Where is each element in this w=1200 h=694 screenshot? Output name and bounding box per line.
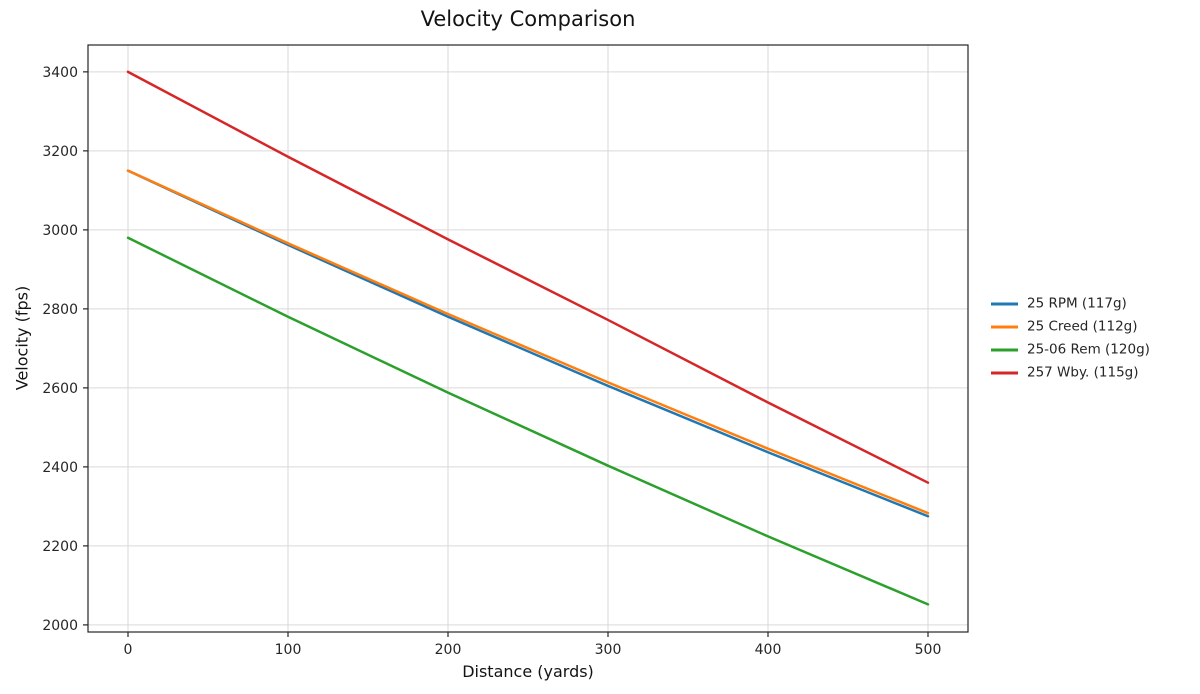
legend-item: 25 RPM (117g) bbox=[991, 296, 1150, 312]
legend-line-swatch bbox=[991, 371, 1018, 374]
x-tick-label: 400 bbox=[755, 642, 782, 658]
legend-line-swatch bbox=[991, 302, 1018, 305]
y-tick-label: 2600 bbox=[42, 381, 78, 397]
chart-title: Velocity Comparison bbox=[420, 7, 636, 31]
legend-label: 257 Wby. (115g) bbox=[1027, 364, 1139, 381]
x-tick-label: 100 bbox=[275, 642, 302, 658]
legend-item: 257 Wby. (115g) bbox=[991, 365, 1150, 381]
x-tick-label: 500 bbox=[915, 642, 942, 658]
y-tick-label: 2000 bbox=[42, 618, 78, 634]
legend-item: 25-06 Rem (120g) bbox=[991, 342, 1150, 358]
legend-label: 25-06 Rem (120g) bbox=[1027, 341, 1150, 358]
legend: 25 RPM (117g) 25 Creed (112g) 25-06 Rem (1… bbox=[991, 296, 1150, 381]
x-tick-label: 300 bbox=[595, 642, 622, 658]
series-line bbox=[126, 70, 930, 484]
x-tick-label: 0 bbox=[124, 642, 133, 658]
y-tick-label: 2400 bbox=[42, 460, 78, 476]
legend-line-swatch bbox=[991, 348, 1018, 351]
legend-item: 25 Creed (112g) bbox=[991, 319, 1150, 335]
legend-label: 25 RPM (117g) bbox=[1027, 295, 1127, 312]
y-tick-label: 3200 bbox=[42, 144, 78, 160]
legend-line-swatch bbox=[991, 325, 1018, 328]
y-tick-label: 2800 bbox=[42, 302, 78, 318]
y-axis-label: Velocity (fps) bbox=[12, 285, 32, 391]
series-line bbox=[126, 169, 930, 515]
legend-label: 25 Creed (112g) bbox=[1027, 318, 1138, 335]
x-axis-label: Distance (yards) bbox=[462, 662, 594, 681]
y-tick-label: 2200 bbox=[42, 539, 78, 555]
series-line bbox=[126, 236, 930, 606]
x-tick-label: 200 bbox=[435, 642, 462, 658]
y-tick-label: 3000 bbox=[42, 223, 78, 239]
plot-border bbox=[87, 44, 969, 633]
y-tick-label: 3400 bbox=[42, 65, 78, 81]
